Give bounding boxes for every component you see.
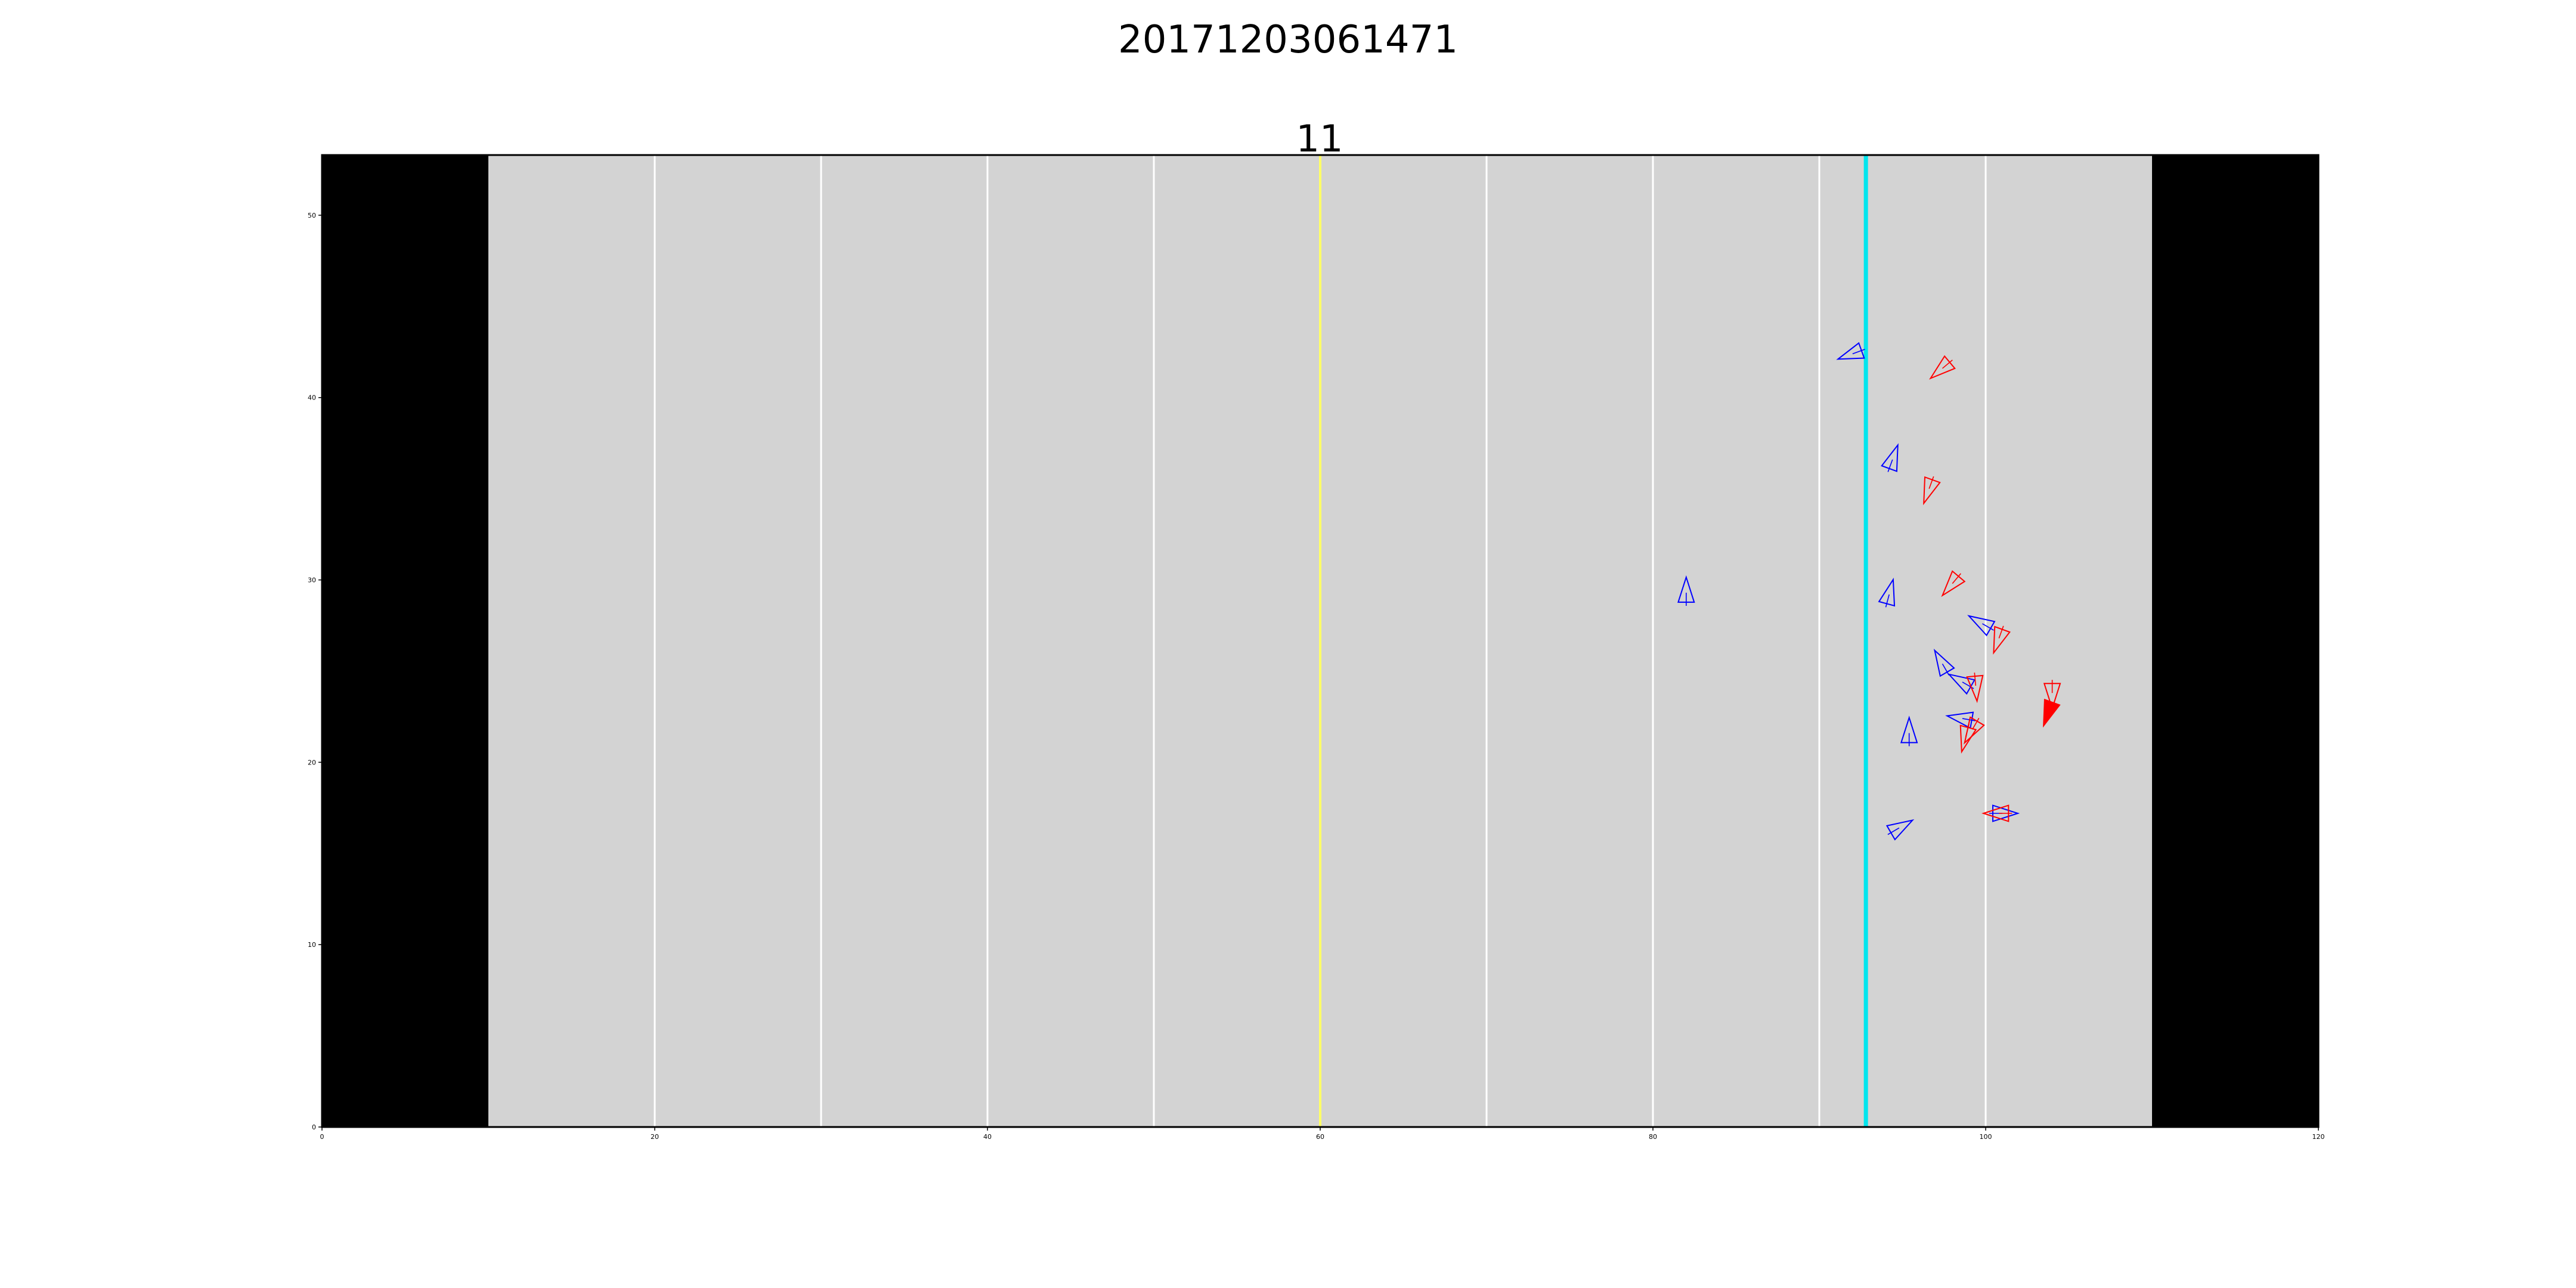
blue-player-heading-1 [1887, 459, 1893, 472]
blue-player-heading-7 [1962, 718, 1976, 722]
ball-player-marker-0 [2042, 698, 2061, 728]
figure-title: 20171203061471 [1118, 18, 1458, 62]
blue-player-heading-5 [1942, 663, 1950, 676]
blue-player-heading-0 [1852, 349, 1865, 355]
x-tick-label-0: 0 [320, 1133, 324, 1141]
red-player-heading-2 [1952, 573, 1961, 584]
x-tick-label-80: 80 [1649, 1133, 1657, 1141]
x-tick-label-40: 40 [983, 1133, 992, 1141]
red-player-heading-7 [1965, 724, 1970, 737]
x-tick-label-100: 100 [1980, 1133, 1992, 1141]
blue-player-heading-10 [1887, 827, 1900, 835]
blue-player-heading-4 [1982, 623, 1994, 631]
plot-area: 0 20 40 60 80 100 120 0 10 20 30 40 50 [308, 154, 2325, 1141]
y-tick-label-50: 50 [308, 212, 316, 219]
right-endzone [2152, 155, 2318, 1127]
x-tick-label-120: 120 [2312, 1133, 2325, 1141]
red-player-heading-4 [1974, 672, 1977, 686]
x-tick-label-20: 20 [651, 1133, 659, 1141]
red-player-heading-3 [1998, 626, 2004, 639]
blue-player-heading-3 [1885, 594, 1890, 608]
y-tick-label-30: 30 [308, 577, 316, 584]
y-tick-label-10: 10 [308, 941, 316, 949]
y-tick-label-0: 0 [312, 1123, 316, 1131]
red-player-heading-6 [1971, 717, 1980, 730]
red-player-heading-0 [1942, 360, 1953, 369]
red-player-heading-1 [1928, 476, 1934, 489]
y-tick-label-20: 20 [308, 758, 316, 766]
left-endzone [322, 155, 488, 1127]
x-tick-label-60: 60 [1316, 1133, 1324, 1141]
y-tick-label-40: 40 [308, 394, 316, 402]
axes-title: 11 [1296, 117, 1343, 160]
